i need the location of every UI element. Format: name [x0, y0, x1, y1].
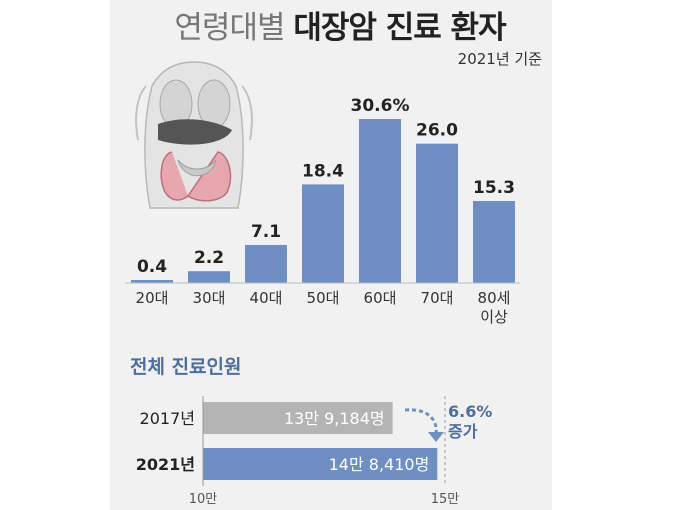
bar-3 [302, 184, 344, 283]
increase-arrow-icon [404, 408, 438, 435]
axis-label-1: 15만 [431, 492, 460, 507]
category-label-5: 70대 [421, 289, 454, 307]
bar-1 [188, 271, 230, 283]
category-label-2: 40대 [250, 289, 283, 307]
bar-6 [473, 201, 515, 283]
bar-value-label-5: 26.0 [416, 121, 458, 141]
bar-value-label-4: 30.6% [351, 96, 410, 116]
category-label-6: 80세 [478, 289, 511, 307]
bar-0 [131, 280, 173, 283]
chart-subtitle: 2021년 기준 [457, 50, 542, 68]
title-part-main: 대장암 진료 환자 [293, 10, 506, 46]
total-bar-1 [203, 448, 438, 480]
increase-annotation: 6.6% 증가 [448, 402, 492, 442]
category-label-3: 50대 [307, 289, 340, 307]
bar-value-label-0: 0.4 [137, 257, 167, 277]
bar-value-label-2: 7.1 [251, 222, 281, 242]
year-label-1: 2021년 [136, 455, 195, 474]
category-label-0: 20대 [136, 289, 169, 307]
bar-value-label-1: 2.2 [194, 248, 224, 268]
total-bar-value-0: 13만 9,184명 [284, 409, 385, 428]
bar-2 [245, 244, 287, 283]
chart-title: 연령대별 대장암 진료 환자 [0, 2, 680, 47]
bar-value-label-6: 15.3 [473, 178, 515, 198]
increase-text: 증가 [448, 422, 478, 441]
increase-value: 6.6% [448, 402, 493, 421]
total-bar-0 [203, 402, 393, 434]
title-part-age: 연령대별 [174, 10, 285, 46]
increase-arrowhead-icon [428, 432, 444, 442]
category-label-1: 30대 [193, 289, 226, 307]
total-bar-value-1: 14만 8,410명 [329, 455, 430, 474]
category-label-4: 60대 [364, 289, 397, 307]
bar-4 [359, 119, 401, 283]
bar-5 [416, 143, 458, 283]
colon-illustration-icon [135, 61, 253, 209]
bar-value-label-3: 18.4 [302, 161, 344, 181]
total-patients-heading: 전체 진료인원 [130, 356, 242, 378]
category-label-6-line2: 이상 [480, 308, 508, 326]
axis-label-0: 10만 [189, 492, 218, 507]
year-label-0: 2017년 [140, 409, 195, 428]
